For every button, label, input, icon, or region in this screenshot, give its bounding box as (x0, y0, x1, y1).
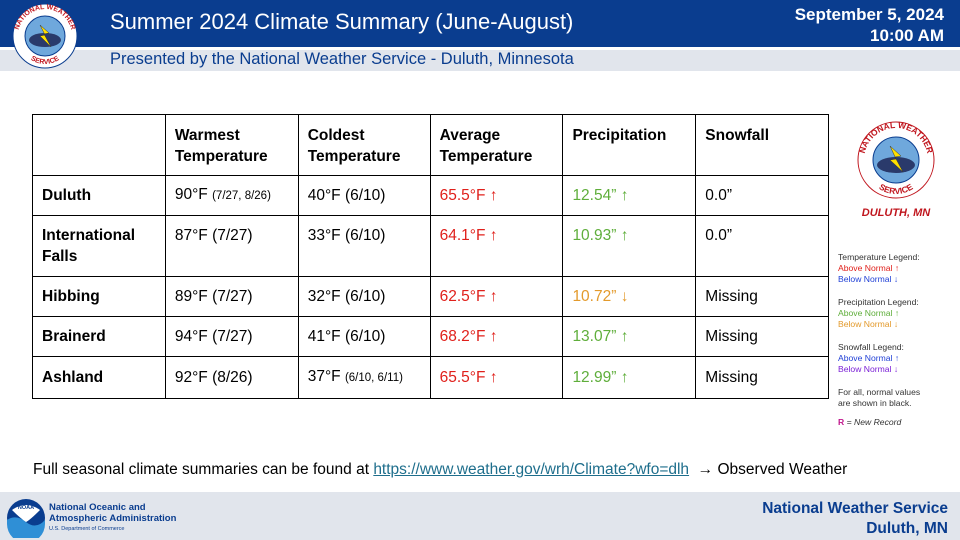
header-divider (0, 47, 960, 50)
logo-caption: DULUTH, MN (862, 207, 931, 219)
climate-summary-table: Warmest Temperature Coldest Temperature … (32, 114, 829, 399)
table-row: Brainerd 94°F (7/27) 41°F (6/10) 68.2°F … (32, 316, 829, 357)
noaa-department: U.S. Department of Commerce (49, 526, 125, 532)
snowfall-cell: Missing (695, 316, 829, 357)
table-header-row: Warmest Temperature Coldest Temperature … (32, 114, 829, 176)
temp-legend-below: Below Normal ↓ (838, 274, 899, 284)
coldest-cell: 41°F (6/10) (297, 316, 431, 357)
city-cell: International Falls (32, 215, 166, 277)
normal-note-line2: are shown in black. (838, 398, 912, 408)
normal-note-line1: For all, normal values (838, 387, 921, 397)
warmest-cell: 90°F (7/27, 8/26) (164, 175, 299, 216)
snow-legend-above: Above Normal ↑ (838, 353, 900, 363)
page-title: Summer 2024 Climate Summary (June-August… (110, 9, 574, 34)
warmest-cell: 92°F (8/26) (164, 356, 299, 399)
header-cell-coldest: Coldest Temperature (297, 114, 431, 176)
header-cell-snowfall: Snowfall (695, 114, 829, 176)
city-cell: Ashland (32, 356, 166, 399)
temp-legend-above: Above Normal ↑ (838, 263, 900, 273)
precip-cell: 13.07” ↑ (562, 316, 697, 357)
legend-panel: Temperature Legend: Above Normal ↑ Below… (838, 252, 956, 428)
snowfall-cell: 0.0” (695, 215, 829, 277)
coldest-cell: 40°F (6/10) (297, 175, 431, 216)
date-text: September 5, 2024 (794, 5, 944, 24)
noaa-logo-icon: NOAA (7, 499, 45, 538)
average-cell: 68.2°F ↑ (429, 316, 564, 357)
table-row: Duluth 90°F (7/27, 8/26) 40°F (6/10) 65.… (32, 175, 829, 216)
precip-legend-title: Precipitation Legend: (838, 297, 919, 307)
precip-legend-below: Below Normal ↓ (838, 319, 899, 329)
footnote-suffix: → Observed Weather (689, 461, 848, 478)
table-row: Hibbing 89°F (7/27) 32°F (6/10) 62.5°F ↑… (32, 276, 829, 317)
arrow-up-icon: ↑ (489, 227, 498, 244)
arrow-up-icon: ↑ (620, 369, 629, 386)
precip-cell: 10.72” ↓ (562, 276, 697, 317)
header-cell-precipitation: Precipitation (562, 114, 697, 176)
header-title-band (0, 0, 960, 47)
average-cell: 62.5°F ↑ (429, 276, 564, 317)
nws-logo-icon: NATIONAL WEATHER SERVICE (12, 3, 78, 69)
svg-text:SERVICE: SERVICE (30, 55, 61, 66)
table-row: International Falls 87°F (7/27) 33°F (6/… (32, 215, 829, 277)
arrow-down-icon: ↓ (620, 288, 629, 305)
average-cell: 65.5°F ↑ (429, 175, 564, 216)
header-cell-blank (32, 114, 166, 176)
header-cell-average: Average Temperature (429, 114, 564, 176)
average-cell: 64.1°F ↑ (429, 215, 564, 277)
coldest-cell: 37°F (6/10, 6/11) (297, 356, 431, 399)
table-row: Ashland 92°F (8/26) 37°F (6/10, 6/11) 65… (32, 356, 829, 399)
precip-cell: 10.93” ↑ (562, 215, 697, 277)
footnote-prefix: Full seasonal climate summaries can be f… (33, 461, 374, 478)
snowfall-cell: Missing (695, 276, 829, 317)
svg-text:SERVICE: SERVICE (877, 181, 914, 196)
precip-cell: 12.99” ↑ (562, 356, 697, 399)
header-subtitle-band (0, 50, 960, 71)
warmest-cell: 87°F (7/27) (164, 215, 299, 277)
temp-legend-title: Temperature Legend: (838, 252, 920, 262)
arrow-up-icon: ↑ (489, 328, 498, 345)
footnote: Full seasonal climate summaries can be f… (33, 461, 847, 479)
page-subtitle: Presented by the National Weather Servic… (110, 50, 574, 68)
arrow-up-icon: ↑ (620, 328, 629, 345)
arrow-up-icon: ↑ (620, 227, 629, 244)
city-cell: Duluth (32, 175, 166, 216)
arrow-up-icon: ↑ (489, 187, 498, 204)
average-cell: 65.5°F ↑ (429, 356, 564, 399)
svg-text:NOAA: NOAA (18, 505, 34, 511)
precip-legend-above: Above Normal ↑ (838, 308, 900, 318)
coldest-cell: 33°F (6/10) (297, 215, 431, 277)
city-cell: Brainerd (32, 316, 166, 357)
date-time: September 5, 2024 10:00 AM (795, 4, 944, 46)
footer-bar (0, 492, 960, 540)
warmest-cell: 89°F (7/27) (164, 276, 299, 317)
snow-legend-title: Snowfall Legend: (838, 342, 904, 352)
arrow-up-icon: ↑ (620, 187, 629, 204)
snowfall-cell: 0.0” (695, 175, 829, 216)
footer-office-name: National Weather Service Duluth, MN (762, 500, 948, 537)
time-text: 10:00 AM (869, 26, 944, 45)
snow-legend-below: Below Normal ↓ (838, 364, 899, 374)
header-bar (0, 0, 960, 72)
nws-duluth-logo-icon: NATIONAL WEATHER SERVICE DULUTH, MN (857, 120, 935, 219)
city-cell: Hibbing (32, 276, 166, 317)
arrow-up-icon: ↑ (489, 369, 498, 386)
precip-cell: 12.54” ↑ (562, 175, 697, 216)
snowfall-cell: Missing (695, 356, 829, 399)
header-cell-warmest: Warmest Temperature (164, 114, 299, 176)
coldest-cell: 32°F (6/10) (297, 276, 431, 317)
record-legend: R = New Record (838, 417, 902, 427)
climate-link[interactable]: https://www.weather.gov/wrh/Climate?wfo=… (373, 461, 690, 478)
warmest-cell: 94°F (7/27) (164, 316, 299, 357)
noaa-name: National Oceanic and Atmospheric Adminis… (49, 502, 177, 524)
arrow-up-icon: ↑ (489, 288, 498, 305)
